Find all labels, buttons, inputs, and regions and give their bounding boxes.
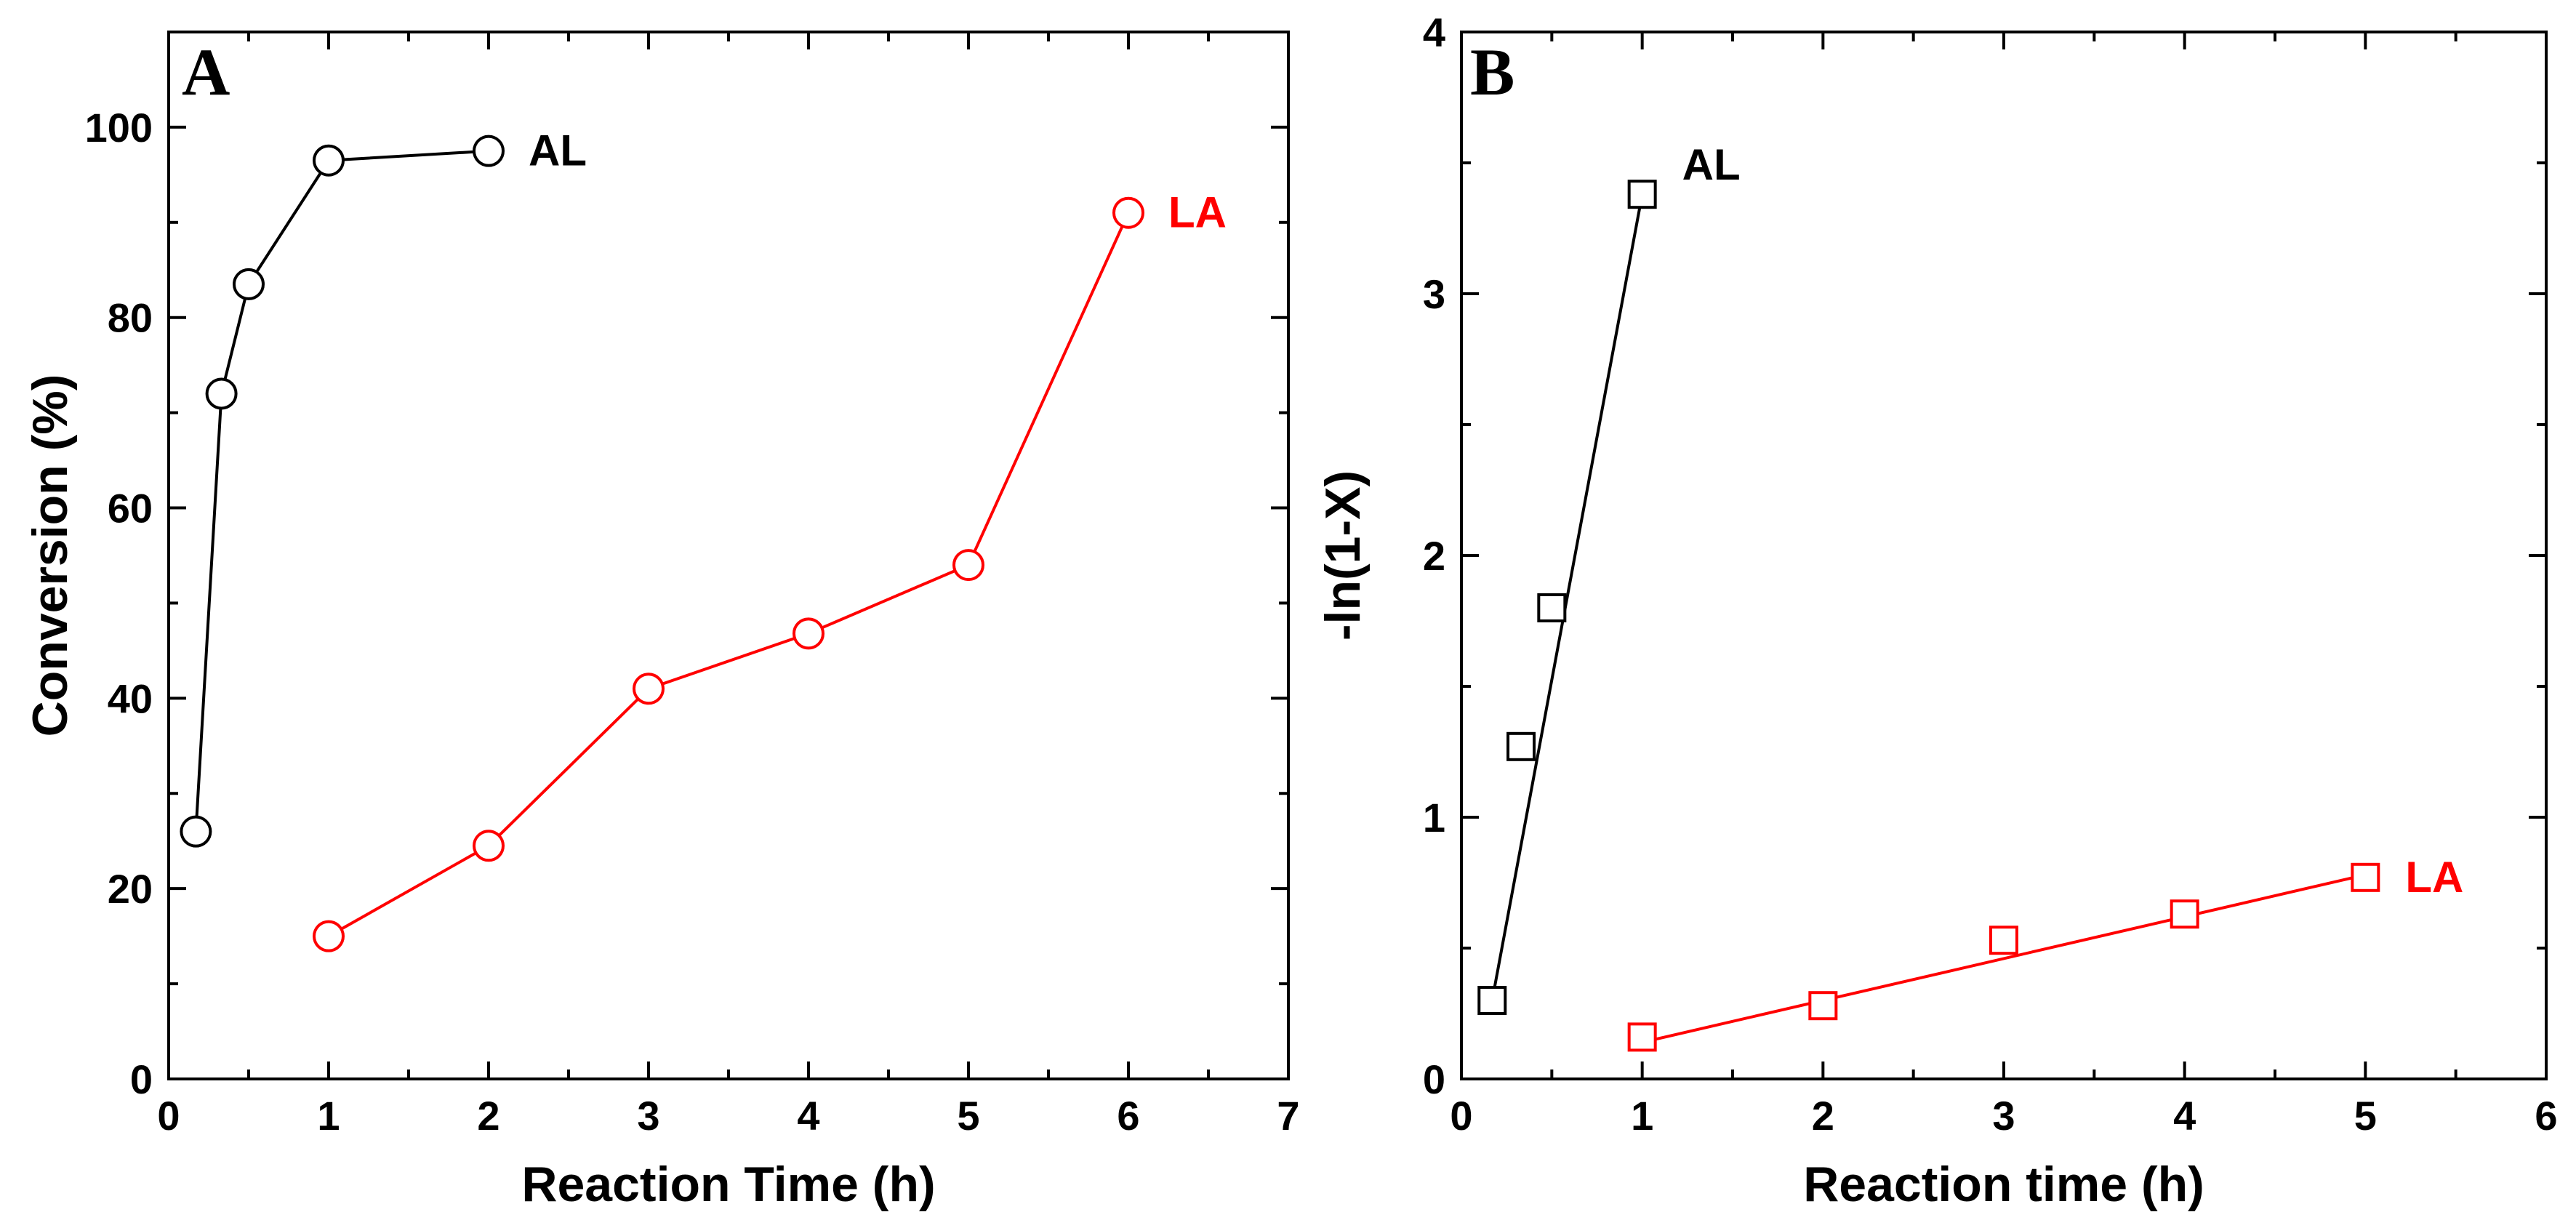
series-label: AL <box>529 127 587 175</box>
series-label: LA <box>1168 188 1227 237</box>
x-tick-label: 2 <box>1812 1093 1834 1139</box>
x-tick-label: 0 <box>157 1093 180 1139</box>
x-tick-label: 1 <box>317 1093 340 1139</box>
data-point <box>1112 196 1144 229</box>
data-point <box>313 920 345 952</box>
data-point <box>1477 986 1507 1015</box>
x-tick-label: 4 <box>2173 1093 2196 1139</box>
x-axis-title: Reaction Time (h) <box>521 1157 935 1212</box>
data-point <box>313 144 345 177</box>
series-la: LA <box>313 188 1227 952</box>
y-axis-title: Conversion (%) <box>23 374 78 737</box>
data-point <box>633 673 665 705</box>
x-tick-label: 5 <box>957 1093 979 1139</box>
data-point <box>1627 180 1657 209</box>
y-tick-label: 2 <box>1423 533 1445 579</box>
x-tick-label: 2 <box>477 1093 499 1139</box>
plot-frame <box>167 31 1290 1080</box>
y-tick-label: 4 <box>1423 9 1445 55</box>
data-point <box>180 815 212 848</box>
series-label: LA <box>2405 853 2463 902</box>
panel-label: A <box>182 35 230 109</box>
data-point <box>205 377 238 410</box>
data-point <box>473 135 505 167</box>
series-al: AL <box>1477 140 1741 1015</box>
y-tick-label: 0 <box>1423 1056 1445 1102</box>
data-point <box>2170 899 2199 929</box>
panel-label: B <box>1470 35 1514 109</box>
x-tick-label: 3 <box>1992 1093 2015 1139</box>
y-tick-label: 0 <box>130 1056 153 1102</box>
x-tick-label: 5 <box>2354 1093 2377 1139</box>
y-tick-label: 100 <box>85 105 153 151</box>
x-tick-label: 6 <box>1117 1093 1139 1139</box>
x-tick-label: 7 <box>1277 1093 1299 1139</box>
data-point <box>1808 991 1838 1021</box>
x-axis-title: Reaction time (h) <box>1803 1157 2204 1212</box>
series-al: AL <box>180 127 587 848</box>
series-line <box>1642 873 2366 1044</box>
series-label: AL <box>1682 140 1741 189</box>
data-point <box>793 617 824 650</box>
y-tick-label: 20 <box>108 866 153 912</box>
x-tick-label: 0 <box>1450 1093 1472 1139</box>
series-la: LA <box>1627 853 2463 1052</box>
x-tick-label: 6 <box>2535 1093 2557 1139</box>
y-tick-label: 3 <box>1423 271 1445 317</box>
data-point <box>952 549 984 582</box>
y-tick-label: 1 <box>1423 795 1445 840</box>
data-point <box>473 830 505 862</box>
series-line <box>328 212 1130 938</box>
chart-panel-a: 0 1 2 3 4 5 6 7 0 20 40 60 80 100 Reaction Time (h) Con… <box>23 31 1300 1212</box>
data-point <box>1627 1022 1657 1052</box>
x-tick-label: 3 <box>637 1093 659 1139</box>
y-tick-label: 40 <box>108 675 153 721</box>
data-point <box>1989 926 2018 955</box>
x-tick-label: 1 <box>1631 1093 1653 1139</box>
x-tick-label: 4 <box>797 1093 819 1139</box>
data-point <box>2351 862 2380 892</box>
y-axis-title: -ln(1-X) <box>1315 470 1371 641</box>
y-tick-label: 60 <box>108 486 153 531</box>
series-line <box>1490 193 1644 1001</box>
series-line <box>194 149 489 832</box>
data-point <box>1537 593 1567 622</box>
plot-frame <box>1460 31 2548 1080</box>
data-point <box>233 268 265 300</box>
y-tick-label: 80 <box>108 295 153 341</box>
chart-panel-b: 0 1 2 3 4 5 6 0 1 2 3 4 Reaction time (h) -ln(1-X) B AL… <box>1315 9 2558 1212</box>
data-point <box>1506 731 1536 761</box>
